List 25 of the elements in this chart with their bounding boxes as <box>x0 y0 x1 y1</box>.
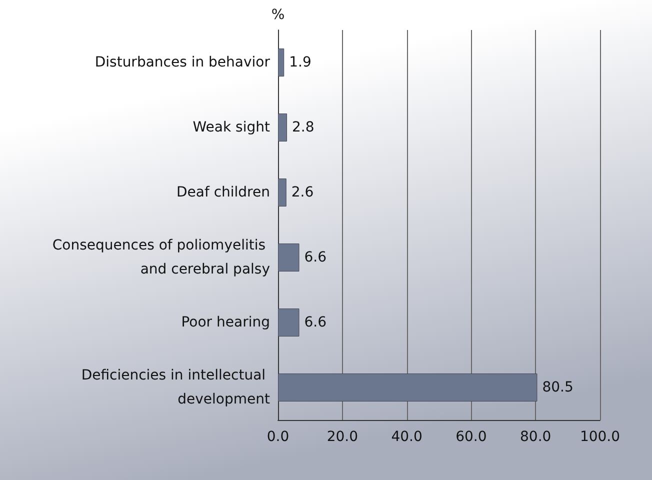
y-tick-label: Deficiencies in intellectual development <box>81 368 271 408</box>
data-label: 1.9 <box>289 54 312 70</box>
x-tick-label: 80.0 <box>520 429 552 445</box>
data-label: 6.6 <box>304 314 327 330</box>
y-tick-label: Weak sight <box>192 120 270 136</box>
x-tick-label: 60.0 <box>456 429 487 445</box>
y-tick-label: Consequences of poliomyelitis and cerebral palsy <box>52 238 270 278</box>
bar <box>278 244 300 272</box>
data-label: 2.6 <box>291 184 314 200</box>
bar <box>278 114 288 142</box>
y-tick-label: Poor hearing <box>181 314 270 330</box>
x-tick-label: 20.0 <box>326 429 358 445</box>
data-label: 80.5 <box>542 380 574 396</box>
x-tick-label: 100.0 <box>580 429 620 445</box>
x-tick-label: 0.0 <box>266 429 290 445</box>
bar <box>278 178 286 206</box>
data-label: 2.8 <box>292 120 314 136</box>
data-label: 6.6 <box>304 250 327 266</box>
x-axis-title: % <box>271 7 285 23</box>
y-tick-label: Deaf children <box>176 184 270 200</box>
bar <box>278 48 284 76</box>
x-tick-label: 40.0 <box>391 429 422 445</box>
y-tick-label: Disturbances in behavior <box>94 54 270 70</box>
bar <box>278 374 538 402</box>
bar <box>278 308 300 336</box>
